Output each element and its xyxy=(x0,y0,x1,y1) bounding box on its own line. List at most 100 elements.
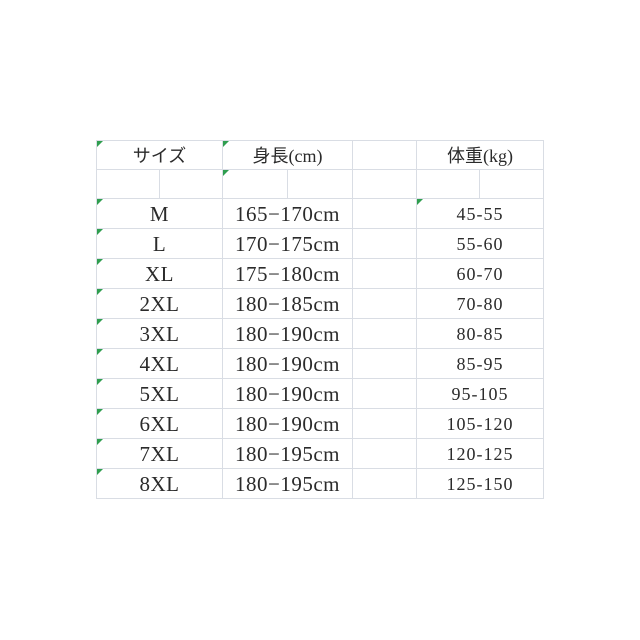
weight-cell-label: 45-55 xyxy=(456,204,504,224)
weight-cell-label: 95-105 xyxy=(451,384,509,404)
table-header-row: サイズ 身長(cm) 体重(kg) xyxy=(97,141,544,170)
green-corner-marker-icon xyxy=(223,170,229,176)
height-cell: 180−190cm xyxy=(223,409,353,439)
height-cell: 180−190cm xyxy=(223,319,353,349)
height-cell-label: 180−195cm xyxy=(235,471,340,496)
spacer-cell xyxy=(417,170,480,199)
gap-cell xyxy=(353,379,417,409)
weight-cell: 80-85 xyxy=(417,319,544,349)
height-cell-label: 165−170cm xyxy=(235,201,340,226)
weight-cell-label: 80-85 xyxy=(456,324,504,344)
table-row-2XL: 2XL 180−185cm 70-80 xyxy=(97,289,544,319)
height-cell: 165−170cm xyxy=(223,199,353,229)
height-cell: 180−190cm xyxy=(223,349,353,379)
size-cell: 3XL xyxy=(97,319,223,349)
gap-cell xyxy=(353,349,417,379)
height-cell: 180−185cm xyxy=(223,289,353,319)
size-chart-table: サイズ 身長(cm) 体重(kg) M 165−170cm 45-55 L 170−17… xyxy=(96,140,544,499)
header-cell-gap xyxy=(353,141,417,170)
spacer-cell xyxy=(480,170,544,199)
weight-cell: 60-70 xyxy=(417,259,544,289)
spacer-cell xyxy=(353,170,417,199)
weight-cell-label: 60-70 xyxy=(456,264,504,284)
spacer-cell xyxy=(223,170,288,199)
size-cell: 6XL xyxy=(97,409,223,439)
gap-cell xyxy=(353,409,417,439)
header-cell-height: 身長(cm) xyxy=(223,141,353,170)
table-row-4XL: 4XL 180−190cm 85-95 xyxy=(97,349,544,379)
spacer-cell xyxy=(160,170,223,199)
height-cell-label: 180−190cm xyxy=(235,351,340,376)
size-cell: 4XL xyxy=(97,349,223,379)
table-row-XL: XL 175−180cm 60-70 xyxy=(97,259,544,289)
weight-cell: 125-150 xyxy=(417,469,544,499)
green-corner-marker-icon xyxy=(417,199,423,205)
gap-cell xyxy=(353,439,417,469)
header-cell-weight: 体重(kg) xyxy=(417,141,544,170)
header-label-height: 身長(cm) xyxy=(252,145,323,166)
gap-cell xyxy=(353,259,417,289)
header-cell-size: サイズ xyxy=(97,141,223,170)
size-cell: L xyxy=(97,229,223,259)
gap-cell xyxy=(353,229,417,259)
height-cell: 170−175cm xyxy=(223,229,353,259)
table-body: M 165−170cm 45-55 L 170−175cm 55-60 XL 175−180c… xyxy=(97,199,544,499)
table-row-M: M 165−170cm 45-55 xyxy=(97,199,544,229)
height-cell-label: 180−195cm xyxy=(235,441,340,466)
height-cell-label: 180−190cm xyxy=(235,381,340,406)
header-label-size: サイズ xyxy=(132,145,187,166)
spacer-cell xyxy=(97,170,160,199)
gap-cell xyxy=(353,199,417,229)
green-corner-marker-icon xyxy=(97,439,103,445)
size-cell: 7XL xyxy=(97,439,223,469)
weight-cell: 45-55 xyxy=(417,199,544,229)
weight-cell: 70-80 xyxy=(417,289,544,319)
gap-cell xyxy=(353,469,417,499)
height-cell-label: 180−185cm xyxy=(235,291,340,316)
height-cell: 180−195cm xyxy=(223,439,353,469)
size-cell-label: XL xyxy=(145,261,174,286)
size-cell-label: 3XL xyxy=(139,321,180,346)
weight-cell: 55-60 xyxy=(417,229,544,259)
height-cell: 180−195cm xyxy=(223,469,353,499)
weight-cell: 85-95 xyxy=(417,349,544,379)
size-cell: XL xyxy=(97,259,223,289)
green-corner-marker-icon xyxy=(97,409,103,415)
size-cell-label: 5XL xyxy=(139,381,180,406)
height-cell: 180−190cm xyxy=(223,379,353,409)
green-corner-marker-icon xyxy=(97,199,103,205)
table-row-3XL: 3XL 180−190cm 80-85 xyxy=(97,319,544,349)
spacer-row xyxy=(97,170,544,199)
weight-cell-label: 70-80 xyxy=(456,294,504,314)
weight-cell-label: 125-150 xyxy=(446,474,514,494)
table-row-6XL: 6XL 180−190cm 105-120 xyxy=(97,409,544,439)
green-corner-marker-icon xyxy=(97,379,103,385)
gap-cell xyxy=(353,319,417,349)
size-cell-label: 6XL xyxy=(139,411,180,436)
height-cell-label: 180−190cm xyxy=(235,321,340,346)
green-corner-marker-icon xyxy=(97,141,103,147)
green-corner-marker-icon xyxy=(97,319,103,325)
height-cell: 175−180cm xyxy=(223,259,353,289)
size-cell-label: 4XL xyxy=(139,351,180,376)
weight-cell-label: 120-125 xyxy=(446,444,514,464)
green-corner-marker-icon xyxy=(223,141,229,147)
size-cell-label: M xyxy=(149,201,170,226)
weight-cell: 120-125 xyxy=(417,439,544,469)
green-corner-marker-icon xyxy=(97,349,103,355)
size-cell-label: L xyxy=(152,231,167,256)
height-cell-label: 170−175cm xyxy=(235,231,340,256)
table-row-8XL: 8XL 180−195cm 125-150 xyxy=(97,469,544,499)
weight-cell: 95-105 xyxy=(417,379,544,409)
green-corner-marker-icon xyxy=(97,259,103,265)
table-row-L: L 170−175cm 55-60 xyxy=(97,229,544,259)
weight-cell-label: 85-95 xyxy=(456,354,504,374)
size-cell: M xyxy=(97,199,223,229)
table-row-7XL: 7XL 180−195cm 120-125 xyxy=(97,439,544,469)
weight-cell-label: 105-120 xyxy=(446,414,514,434)
green-corner-marker-icon xyxy=(97,229,103,235)
size-cell-label: 7XL xyxy=(139,441,180,466)
table-row-5XL: 5XL 180−190cm 95-105 xyxy=(97,379,544,409)
size-cell-label: 2XL xyxy=(139,291,180,316)
